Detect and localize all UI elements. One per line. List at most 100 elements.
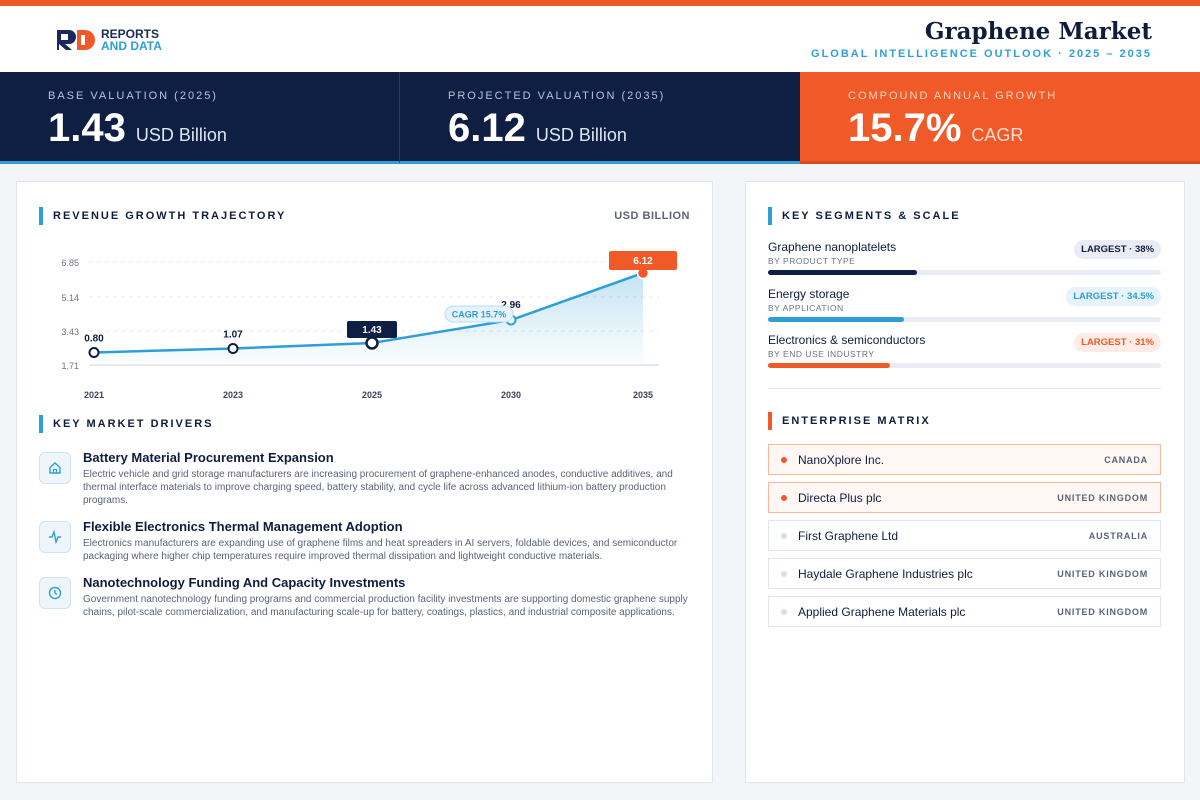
top-accent-bar [0, 0, 1200, 6]
table-row: First Graphene Ltd AUSTRALIA [768, 520, 1161, 551]
data-label-box [347, 321, 397, 338]
clock-icon [39, 577, 71, 609]
data-label: 1.07 [223, 330, 243, 341]
logo-line-1: REPORTS [101, 27, 160, 41]
status-dot [781, 532, 787, 539]
segment-bar-track [768, 317, 1161, 322]
driver-title: Battery Material Procurement Expansion [83, 450, 334, 465]
driver-description: Electronics manufacturers are expanding … [83, 538, 678, 562]
data-point [227, 343, 239, 354]
company-country: CANADA [1104, 454, 1148, 465]
cagr-annotation: CAGR 15.7% [452, 310, 507, 320]
segment-application: Energy storage BY APPLICATION LARGEST · … [768, 287, 1161, 322]
segment-name: Graphene nanoplatelets [768, 240, 897, 254]
left-card: REVENUE GROWTH TRAJECTORY USD BILLION 1.… [16, 181, 713, 783]
list-item: Battery Material Procurement Expansion E… [39, 450, 689, 507]
company-name: Applied Graphene Materials plc [798, 604, 966, 619]
company-country: AUSTRALIA [1088, 530, 1148, 541]
driver-title: Nanotechnology Funding And Capacity Inve… [83, 575, 406, 590]
chart-section-title: REVENUE GROWTH TRAJECTORY [39, 207, 286, 225]
logo-mark-icon [57, 30, 95, 50]
status-dot [781, 608, 787, 615]
page-subtitle: GLOBAL INTELLIGENCE OUTLOOK · 2025 – 203… [811, 48, 1152, 60]
list-item: Flexible Electronics Thermal Management … [39, 519, 689, 563]
segment-category: BY END USE INDUSTRY [768, 349, 875, 359]
segment-product-type: Graphene nanoplatelets BY PRODUCT TYPE L… [768, 240, 1161, 275]
segment-badge: LARGEST · 31% [1074, 333, 1161, 352]
segment-name: Energy storage [768, 287, 850, 301]
table-row: Applied Graphene Materials plc UNITED KIN… [768, 596, 1161, 627]
kpi-unit: USD Billion [135, 125, 227, 145]
data-label: 0.80 [84, 334, 104, 345]
segment-end-use: Electronics & semiconductors BY END USE … [768, 333, 1161, 368]
x-tick-label: 2025 [362, 390, 382, 400]
segment-badge: LARGEST · 38% [1074, 240, 1161, 259]
drivers-section-title: KEY MARKET DRIVERS [39, 415, 213, 433]
chart-unit-label: USD BILLION [614, 210, 690, 222]
logo-text: REPORTS AND DATA [101, 28, 162, 52]
data-point [88, 347, 100, 358]
matrix-section-title: ENTERPRISE MATRIX [768, 412, 931, 430]
y-tick-label: 5.14 [61, 293, 79, 303]
company-name: Directa Plus plc [798, 490, 882, 505]
table-row: NanoXplore Inc. CANADA [768, 444, 1161, 475]
company-name: Haydale Graphene Industries plc [798, 566, 973, 581]
y-tick-label: 6.85 [61, 258, 79, 268]
segment-badge: LARGEST · 34.5% [1066, 287, 1161, 306]
kpi-strip: BASE VALUATION (2025) 1.43 USD Billion P… [0, 72, 1200, 164]
divider [768, 388, 1161, 389]
driver-title: Flexible Electronics Thermal Management … [83, 519, 403, 534]
y-tick-label: 3.43 [61, 327, 79, 337]
kpi-base-valuation: BASE VALUATION (2025) 1.43 USD Billion [0, 72, 400, 164]
segment-bar-track [768, 270, 1161, 275]
kpi-value: 15.7% [848, 106, 962, 150]
segment-bar-fill [768, 270, 918, 275]
table-row: Directa Plus plc UNITED KINGDOM [768, 482, 1161, 513]
x-tick-label: 2023 [223, 390, 243, 400]
company-name: First Graphene Ltd [798, 528, 899, 543]
kpi-value: 6.12 [448, 106, 526, 150]
kpi-cagr: COMPOUND ANNUAL GROWTH 15.7% CAGR [800, 72, 1200, 164]
kpi-unit: CAGR [971, 125, 1024, 145]
kpi-label: BASE VALUATION (2025) [48, 90, 218, 102]
x-tick-label: 2035 [633, 390, 653, 400]
status-dot [781, 456, 787, 463]
company-name: NanoXplore Inc. [798, 452, 885, 467]
data-label: 2.96 [501, 300, 521, 311]
list-item: Nanotechnology Funding And Capacity Inve… [39, 575, 689, 619]
driver-description: Electric vehicle and grid storage manufa… [83, 469, 673, 506]
segment-name: Electronics & semiconductors [768, 333, 926, 347]
data-label-box [609, 251, 677, 270]
y-tick-label: 1.71 [61, 361, 79, 371]
cagr-annotation-pill [444, 305, 514, 323]
revenue-line-chart: 1.71 3.43 5.14 6.85 2021 2023 2025 2030 2035 0.80… [61, 251, 677, 400]
x-tick-label: 2030 [501, 390, 521, 400]
kpi-projected-valuation: PROJECTED VALUATION (2035) 6.12 USD Bill… [400, 72, 800, 164]
table-row: Haydale Graphene Industries plc UNITED KI… [768, 558, 1161, 589]
segments-section-title: KEY SEGMENTS & SCALE [768, 207, 961, 225]
logo-line-2: AND DATA [101, 39, 162, 53]
status-dot [781, 570, 787, 577]
segment-category: BY PRODUCT TYPE [768, 256, 856, 266]
header: REPORTS AND DATA Graphene Market GLOBAL … [0, 6, 1200, 72]
kpi-label: PROJECTED VALUATION (2035) [448, 90, 666, 102]
segment-bar-fill [768, 363, 890, 368]
activity-icon [39, 521, 71, 553]
page-title: Graphene Market [924, 18, 1152, 45]
home-icon [39, 452, 71, 484]
area-fill [94, 273, 643, 364]
x-tick-label: 2021 [84, 390, 104, 400]
driver-description: Government nanotechnology funding progra… [83, 594, 688, 618]
company-country: UNITED KINGDOM [1057, 606, 1148, 617]
logo: REPORTS AND DATA [55, 28, 162, 52]
right-card: KEY SEGMENTS & SCALE Graphene nanoplatel… [745, 181, 1185, 783]
kpi-label: COMPOUND ANNUAL GROWTH [848, 90, 1058, 102]
data-label: 6.12 [633, 256, 653, 267]
segment-bar-fill [768, 317, 904, 322]
segment-category: BY APPLICATION [768, 303, 844, 313]
data-point [365, 336, 379, 350]
data-label: 1.43 [362, 325, 382, 336]
status-dot [781, 494, 787, 501]
drivers-list: Battery Material Procurement Expansion E… [39, 450, 689, 631]
segment-bar-track [768, 363, 1161, 368]
